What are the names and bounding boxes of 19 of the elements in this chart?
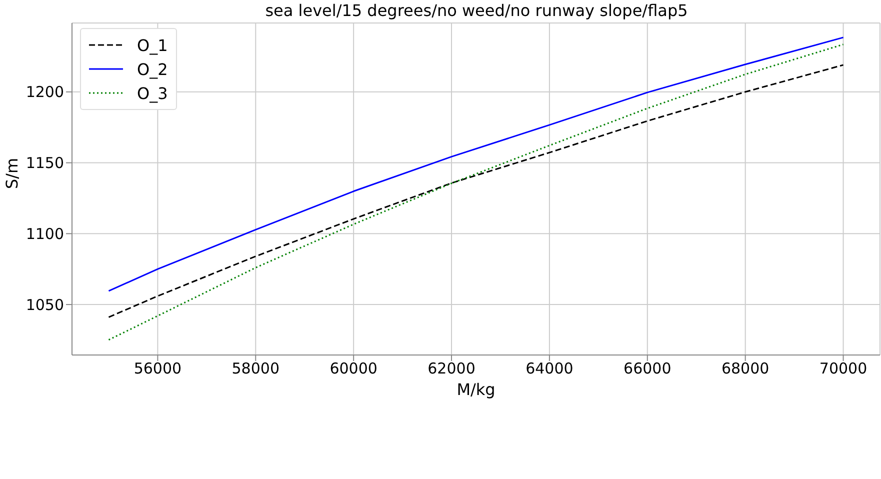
y-tick-label: 1100 (26, 224, 64, 243)
x-tick-label: 64000 (526, 360, 574, 378)
y-tick-label: 1050 (26, 296, 64, 314)
x-axis-title: M/kg (456, 380, 496, 399)
chart-title: sea level/15 degrees/no weed/no runway slope/flap5 (264, 1, 689, 20)
legend-label: O_3 (137, 84, 168, 102)
x-tick-label: 56000 (134, 360, 182, 378)
line-series (108, 36, 844, 292)
legend-label: O_1 (137, 36, 168, 54)
y-tick-label: 1150 (26, 154, 64, 172)
x-tick-label: 68000 (721, 360, 770, 378)
legend-label: O_2 (137, 60, 168, 78)
x-tick-label: 60000 (330, 360, 378, 378)
x-tick-label: 62000 (428, 360, 476, 378)
x-tick-label: 58000 (232, 360, 280, 378)
x-tick-label: 70000 (819, 360, 868, 378)
y-axis-title: S/m (2, 158, 22, 189)
y-tick-label: 1200 (26, 83, 64, 102)
x-tick-label: 66000 (624, 360, 672, 378)
